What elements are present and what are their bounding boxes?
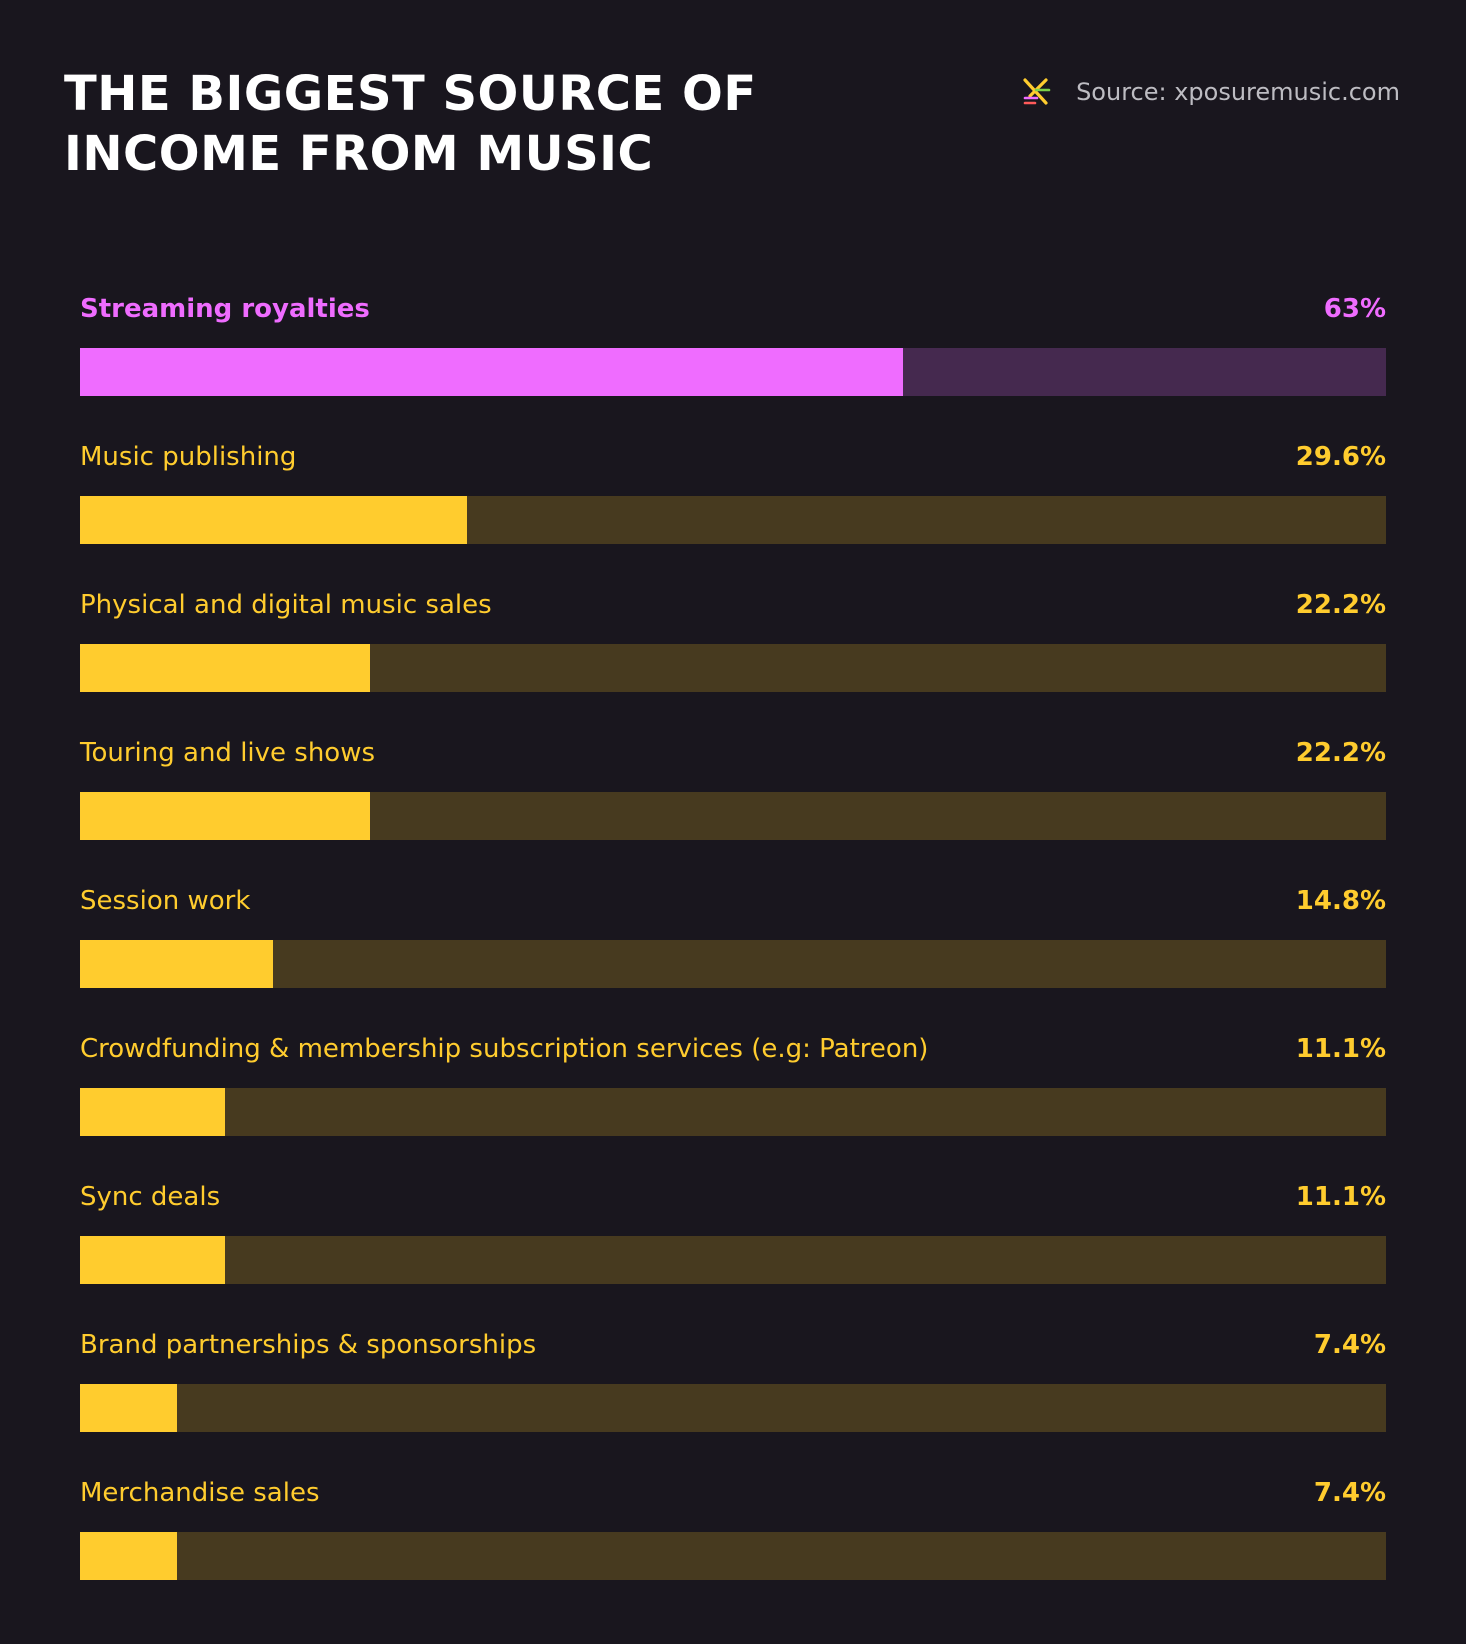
bar-fill xyxy=(80,1532,177,1580)
bar-row: Streaming royalties 63% xyxy=(80,290,1386,438)
bar-fill xyxy=(80,496,467,544)
bar-value-label: 29.6% xyxy=(1295,442,1386,472)
bar-track xyxy=(80,1088,1386,1136)
bar-row-header: Session work 14.8% xyxy=(80,882,1386,920)
source-text: Source: xposuremusic.com xyxy=(1076,78,1400,106)
bar-row-header: Music publishing 29.6% xyxy=(80,438,1386,476)
bar-label: Physical and digital music sales xyxy=(80,590,492,620)
bar-track xyxy=(80,496,1386,544)
bar-row-header: Streaming royalties 63% xyxy=(80,290,1386,328)
bar-label: Sync deals xyxy=(80,1182,221,1212)
bar-value-label: 11.1% xyxy=(1295,1182,1386,1212)
bar-value-label: 22.2% xyxy=(1295,738,1386,768)
bar-label: Streaming royalties xyxy=(80,294,370,324)
bar-fill xyxy=(80,940,273,988)
bar-row: Crowdfunding & membership subscription s… xyxy=(80,1030,1386,1178)
bar-row: Session work 14.8% xyxy=(80,882,1386,1030)
bar-track xyxy=(80,348,1386,396)
bar-track xyxy=(80,644,1386,692)
xposure-logo-icon xyxy=(1023,78,1051,105)
bar-track xyxy=(80,1384,1386,1432)
bar-label: Brand partnerships & sponsorships xyxy=(80,1330,537,1360)
bar-label: Merchandise sales xyxy=(80,1478,320,1508)
bar-row: Music publishing 29.6% xyxy=(80,438,1386,586)
bar-fill xyxy=(80,1088,225,1136)
bar-track xyxy=(80,940,1386,988)
bar-fill xyxy=(80,644,370,692)
bar-label: Music publishing xyxy=(80,442,297,472)
bar-label: Session work xyxy=(80,886,251,916)
bar-label: Crowdfunding & membership subscription s… xyxy=(80,1034,929,1064)
bar-value-label: 14.8% xyxy=(1295,886,1386,916)
bar-track xyxy=(80,792,1386,840)
bar-value-label: 22.2% xyxy=(1295,590,1386,620)
bar-row-header: Brand partnerships & sponsorships 7.4% xyxy=(80,1326,1386,1364)
bar-fill xyxy=(80,792,370,840)
bar-track xyxy=(80,1532,1386,1580)
bar-row-header: Crowdfunding & membership subscription s… xyxy=(80,1030,1386,1068)
bar-label: Touring and live shows xyxy=(80,738,376,768)
bar-value-label: 11.1% xyxy=(1295,1034,1386,1064)
bar-row: Physical and digital music sales 22.2% xyxy=(80,586,1386,734)
bar-chart: Streaming royalties 63% Music publishing 29… xyxy=(80,290,1386,1622)
bar-row: Touring and live shows 22.2% xyxy=(80,734,1386,882)
page-title: THE BIGGEST SOURCE OF INCOME FROM MUSIC xyxy=(64,64,884,184)
title-line-2: INCOME FROM MUSIC xyxy=(64,126,654,182)
bar-row: Merchandise sales 7.4% xyxy=(80,1474,1386,1622)
bar-value-label: 7.4% xyxy=(1313,1330,1386,1360)
bar-row-header: Sync deals 11.1% xyxy=(80,1178,1386,1216)
bar-row-header: Physical and digital music sales 22.2% xyxy=(80,586,1386,624)
bar-row: Sync deals 11.1% xyxy=(80,1178,1386,1326)
source-attribution: Source: xposuremusic.com xyxy=(1022,74,1400,110)
bar-row-header: Touring and live shows 22.2% xyxy=(80,734,1386,772)
bar-row-header: Merchandise sales 7.4% xyxy=(80,1474,1386,1512)
bar-value-label: 63% xyxy=(1323,294,1386,324)
bar-value-label: 7.4% xyxy=(1313,1478,1386,1508)
bar-fill xyxy=(80,348,903,396)
bar-row: Brand partnerships & sponsorships 7.4% xyxy=(80,1326,1386,1474)
bar-fill xyxy=(80,1384,177,1432)
bar-track xyxy=(80,1236,1386,1284)
title-line-1: THE BIGGEST SOURCE OF xyxy=(64,66,757,122)
bar-fill xyxy=(80,1236,225,1284)
